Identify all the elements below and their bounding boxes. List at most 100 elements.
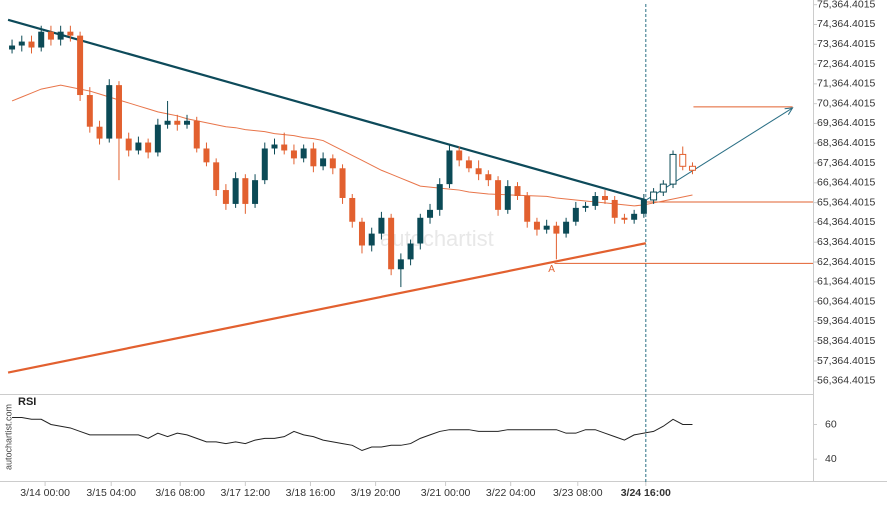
x-tick-label: 3/21 00:00 <box>421 487 471 499</box>
candle-body <box>397 259 404 270</box>
y-tick-label: 57,364.4015 <box>817 355 876 367</box>
moving-average <box>11 84 693 207</box>
candle-body <box>86 95 93 127</box>
candle-body <box>485 174 492 181</box>
candle-body <box>621 217 628 220</box>
y-tick-label: 70,364.4015 <box>817 97 876 109</box>
y-tick-label: 73,364.4015 <box>817 38 876 50</box>
annotation: A <box>548 264 555 275</box>
candle-body <box>650 191 658 201</box>
candle-body <box>261 148 268 181</box>
candle-body <box>688 165 696 171</box>
candle-body <box>300 148 307 159</box>
y-tick-label: 68,364.4015 <box>817 137 876 149</box>
y-tick-label: 60,364.4015 <box>817 295 876 307</box>
x-tick-label: 3/17 12:00 <box>221 487 271 499</box>
candle-body <box>582 205 589 208</box>
candle-body <box>96 126 103 139</box>
candle-body <box>115 85 122 139</box>
x-tick-label: 3/18 16:00 <box>286 487 336 499</box>
candle-body <box>125 138 132 151</box>
x-tick-label: 3/24 16:00 <box>621 487 671 499</box>
candle-body <box>290 150 297 159</box>
candle-body <box>495 180 502 210</box>
candle-body <box>358 221 365 246</box>
x-tick-label: 3/23 08:00 <box>553 487 603 499</box>
y-tick-label: 75,364.4015 <box>817 0 876 10</box>
candle-body <box>242 178 249 204</box>
candle-body <box>252 180 259 204</box>
y-tick-label: 71,364.4015 <box>817 78 876 90</box>
candle-body <box>388 217 395 270</box>
y-tick-label: 65,364.4015 <box>817 196 876 208</box>
rsi-line <box>12 417 693 452</box>
rsi-tick-label: 40 <box>825 453 837 465</box>
candle-body <box>679 153 687 167</box>
y-tick-label: 59,364.4015 <box>817 315 876 327</box>
candle-body <box>174 120 181 125</box>
candle-body <box>669 153 677 185</box>
y-tick-label: 67,364.4015 <box>817 157 876 169</box>
candle-body <box>310 148 317 167</box>
candle-body <box>203 148 210 163</box>
candle-body <box>271 144 278 149</box>
candle-body <box>631 213 638 220</box>
candle-body <box>475 168 482 175</box>
candle-body <box>184 120 191 125</box>
y-tick-label: 61,364.4015 <box>817 276 876 288</box>
candle-body <box>57 31 64 40</box>
rsi-title: RSI <box>18 396 36 408</box>
candle-body <box>436 184 443 210</box>
trend-line <box>7 242 647 374</box>
y-tick-label: 74,364.4015 <box>817 18 876 30</box>
candle-body <box>281 144 288 151</box>
candle-body <box>611 199 618 218</box>
x-tick-label: 3/22 04:00 <box>486 487 536 499</box>
candle-body <box>193 120 200 149</box>
x-tick-label: 3/14 00:00 <box>20 487 70 499</box>
y-tick-label: 58,364.4015 <box>817 335 876 347</box>
candle-body <box>67 31 74 36</box>
candle-body <box>456 150 463 161</box>
candle-body <box>213 162 220 191</box>
candle-body <box>524 196 531 222</box>
candle-body <box>329 158 336 169</box>
candle-body <box>407 243 414 260</box>
candle-body <box>572 207 579 222</box>
candle-body <box>154 124 161 153</box>
candle-body <box>640 199 647 214</box>
candle-body <box>349 197 356 222</box>
candle-body <box>504 186 511 210</box>
candle-body <box>18 41 25 46</box>
candle-body <box>659 183 667 193</box>
candle-body <box>601 196 608 200</box>
candle-body <box>145 142 152 153</box>
candle-body <box>222 190 229 204</box>
watermark: autochartist <box>380 226 494 251</box>
candle-body <box>339 168 346 198</box>
projection-arrow <box>645 107 793 201</box>
candle-body <box>164 120 171 125</box>
candle-body <box>417 217 424 244</box>
arrow-head <box>784 107 794 115</box>
y-tick-label: 63,364.4015 <box>817 236 876 248</box>
candle-body <box>533 221 540 230</box>
candle-body <box>446 150 453 185</box>
source: autochartist.com <box>3 404 13 470</box>
candle-body <box>28 41 35 48</box>
y-tick-label: 56,364.4015 <box>817 375 876 387</box>
x-tick-label: 3/19 20:00 <box>351 487 401 499</box>
y-tick-label: 69,364.4015 <box>817 117 876 129</box>
candle-body <box>135 142 142 151</box>
y-tick-label: 66,364.4015 <box>817 177 876 189</box>
rsi-tick-label: 60 <box>825 418 837 430</box>
candle-body <box>106 85 113 139</box>
candle-body <box>368 233 375 246</box>
candle-body <box>38 31 45 48</box>
candle-body <box>47 31 54 40</box>
candle-body <box>465 160 472 169</box>
y-tick-label: 72,364.4015 <box>817 58 876 70</box>
candle-body <box>9 45 16 50</box>
